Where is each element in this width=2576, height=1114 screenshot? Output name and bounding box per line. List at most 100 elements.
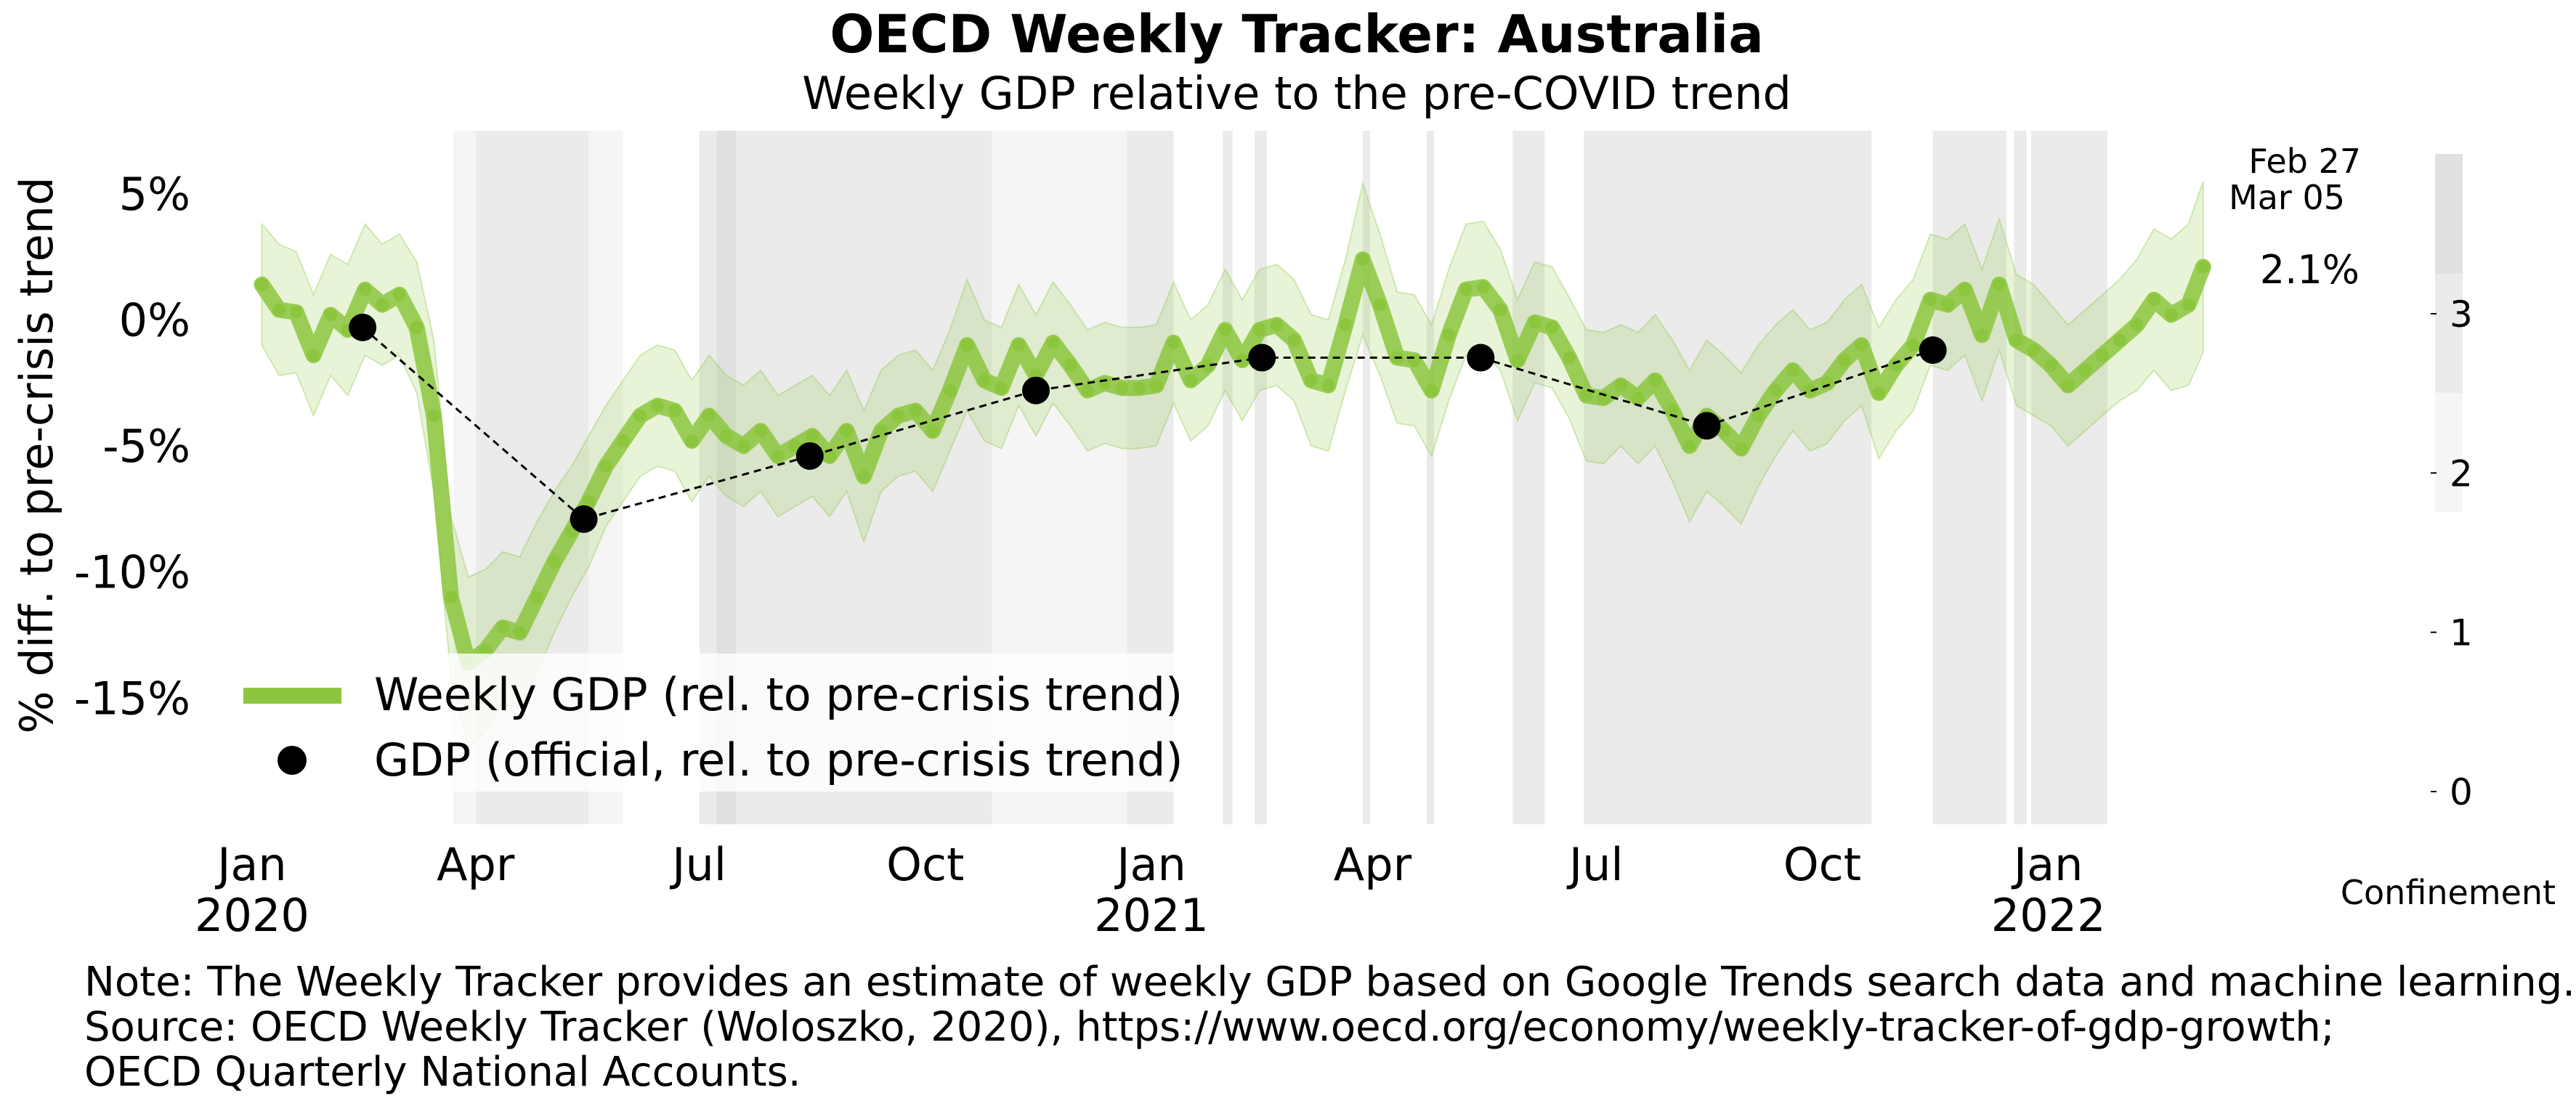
official-gdp-layer [349,313,1947,533]
weekly-gdp-point [530,590,544,604]
weekly-gdp-point [324,308,338,322]
weekly-gdp-point [1081,383,1095,397]
weekly-gdp-point [1734,442,1748,455]
chart-subtitle: Weekly GDP relative to the pre-COVID tre… [802,67,1791,120]
weekly-gdp-point [444,590,458,604]
weekly-gdp-point [289,306,303,320]
colorbar-tick-label: 0 [2450,771,2473,813]
legend-box [232,654,1206,792]
weekly-gdp-point [874,424,888,438]
confinement-period [1362,131,1371,824]
colorbar-tick-label: 3 [2450,293,2473,336]
weekly-gdp-point [358,282,372,296]
weekly-gdp-point [1631,391,1645,405]
weekly-gdp-point [771,449,785,463]
weekly-gdp-point [2009,333,2023,347]
colorbar-segment [2435,273,2463,393]
official-gdp-point [570,505,598,533]
weekly-gdp-point [668,404,681,418]
note-line-3: OECD Quarterly National Accounts. [84,1049,801,1096]
weekly-gdp-point [1218,323,1232,337]
confinement-period [1932,131,2007,824]
weekly-gdp-point [1046,336,1060,349]
weekly-gdp-point [2027,343,2041,357]
weekly-gdp-point [2113,333,2126,347]
weekly-gdp-point [1924,293,1937,306]
weekly-gdp-point [599,459,613,473]
weekly-gdp-point [1717,424,1731,438]
confinement-period [1512,131,1545,824]
weekly-gdp-point [651,399,665,412]
weekly-gdp-point [719,429,733,443]
weekly-gdp-point [633,409,647,423]
weekly-gdp-point [1820,376,1834,390]
weekly-gdp-point [1115,381,1129,395]
confinement-period [2014,131,2027,824]
weekly-gdp-point [1855,338,1868,352]
weekly-gdp-point [891,409,905,423]
weekly-gdp-point [1012,338,1026,352]
weekly-gdp-point [1184,373,1198,387]
legend: Weekly GDP (rel. to pre-crisis trend) GD… [232,654,1206,792]
colorbar-segment [2435,154,2463,274]
weekly-gdp-point [255,277,269,291]
colorbar-segment [2435,512,2463,632]
weekly-gdp-point [1133,381,1146,395]
weekly-gdp-point [410,320,424,334]
weekly-gdp-point [840,424,854,438]
weekly-gdp-point [582,495,596,508]
weekly-gdp-point [1304,373,1318,387]
y-tick-label: 0% [119,293,190,346]
last-value-label: 2.1% [2260,247,2360,293]
weekly-gdp-point [1579,389,1593,402]
legend-official-label: GDP (official, rel. to pre-crisis trend) [374,733,1183,786]
weekly-gdp-point [1511,354,1525,367]
official-gdp-point [795,442,824,470]
weekly-gdp-point [754,424,768,438]
official-gdp-point [349,313,377,341]
last-date-label-1: Feb 27 [2248,142,2361,181]
confinement-period [1255,131,1267,824]
weekly-gdp-point [1064,358,1077,372]
weekly-gdp-point [1545,320,1559,334]
weekly-gdp-point [1614,378,1628,392]
weekly-gdp-point [2147,293,2161,306]
confinement-period [2031,131,2107,824]
weekly-gdp-point [1597,391,1611,405]
weekly-gdp-point [857,469,871,483]
chart-title: OECD Weekly Tracker: Australia [830,4,1764,65]
x-tick-year-label: 2020 [195,889,309,942]
weekly-gdp-layer [254,251,2211,671]
weekly-gdp-point [1149,378,1163,392]
weekly-gdp-point [1442,328,1456,342]
last-date-label-2: Mar 05 [2229,178,2345,217]
weekly-gdp-point [960,338,974,352]
weekly-gdp-point [1682,439,1696,453]
weekly-gdp-point [1373,298,1387,312]
weekly-gdp-point [1476,280,1490,294]
weekly-gdp-point [1872,386,1886,400]
weekly-gdp-point [1666,404,1680,418]
colorbar-segment [2435,393,2463,513]
weekly-gdp-point [1339,318,1353,332]
note-line-1: Note: The Weekly Tracker provides an est… [84,959,2576,1006]
weekly-gdp-point [1236,354,1249,367]
official-gdp-line [362,326,1934,521]
weekly-gdp-point [495,621,509,635]
weekly-gdp-point [685,434,699,448]
weekly-gdp-point [1751,409,1765,423]
y-tick-label: -5% [102,420,190,473]
weekly-gdp-point [2196,260,2210,274]
x-tick-label: Jan [1114,838,1186,891]
colorbar-tick-label: 2 [2450,452,2473,495]
weekly-gdp-point [616,434,630,448]
confinement-label: Confinement [2341,873,2556,912]
x-tick-year-label: 2021 [1094,889,1209,942]
weekly-gdp-point [2130,318,2144,332]
weekly-gdp-point [1201,358,1215,372]
confinement-period [1223,131,1233,824]
y-tick-label: -15% [74,672,190,725]
x-tick-label: Apr [1334,838,1412,891]
